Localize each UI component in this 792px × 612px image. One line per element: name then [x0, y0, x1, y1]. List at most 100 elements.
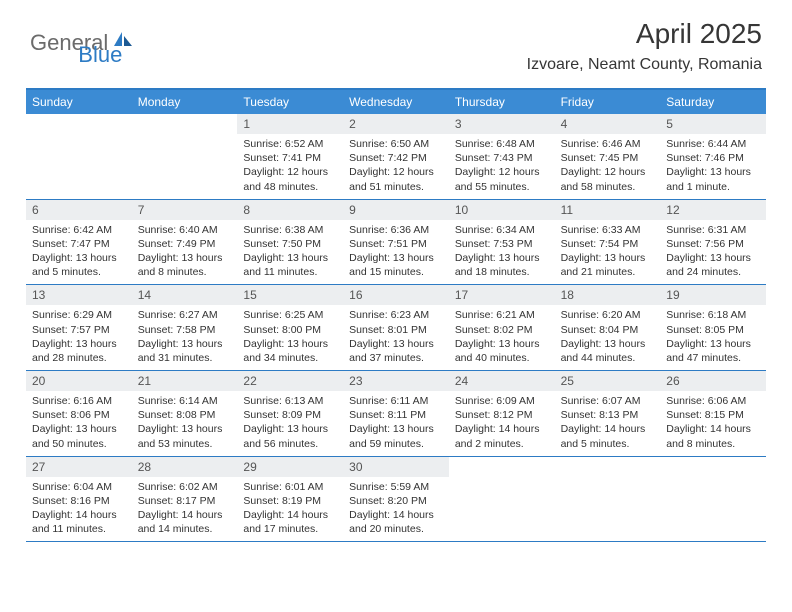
daylight-text: Daylight: 13 hours and 5 minutes.: [32, 251, 126, 279]
sunset-text: Sunset: 8:09 PM: [243, 408, 337, 422]
sunrise-text: Sunrise: 6:29 AM: [32, 308, 126, 322]
cell-body: Sunrise: 6:44 AMSunset: 7:46 PMDaylight:…: [660, 134, 766, 199]
sunrise-text: Sunrise: 6:20 AM: [561, 308, 655, 322]
cell-body: Sunrise: 6:02 AMSunset: 8:17 PMDaylight:…: [132, 477, 238, 542]
daylight-text: Daylight: 13 hours and 8 minutes.: [138, 251, 232, 279]
day-header-row: Sunday Monday Tuesday Wednesday Thursday…: [26, 90, 766, 114]
calendar-cell: 14Sunrise: 6:27 AMSunset: 7:58 PMDayligh…: [132, 285, 238, 370]
sunrise-text: Sunrise: 6:07 AM: [561, 394, 655, 408]
daylight-text: Daylight: 14 hours and 11 minutes.: [32, 508, 126, 536]
calendar-cell: 8Sunrise: 6:38 AMSunset: 7:50 PMDaylight…: [237, 200, 343, 285]
cell-body: Sunrise: 6:33 AMSunset: 7:54 PMDaylight:…: [555, 220, 661, 285]
daylight-text: Daylight: 13 hours and 50 minutes.: [32, 422, 126, 450]
cell-day-number: 28: [132, 457, 238, 477]
sunrise-text: Sunrise: 6:21 AM: [455, 308, 549, 322]
cell-day-number: 1: [237, 114, 343, 134]
cell-day-number: 13: [26, 285, 132, 305]
calendar-cell: 9Sunrise: 6:36 AMSunset: 7:51 PMDaylight…: [343, 200, 449, 285]
sunset-text: Sunset: 8:06 PM: [32, 408, 126, 422]
cell-day-number: 17: [449, 285, 555, 305]
cell-day-number: 30: [343, 457, 449, 477]
calendar-week: 27Sunrise: 6:04 AMSunset: 8:16 PMDayligh…: [26, 457, 766, 543]
sunset-text: Sunset: 8:05 PM: [666, 323, 760, 337]
daylight-text: Daylight: 14 hours and 20 minutes.: [349, 508, 443, 536]
sunset-text: Sunset: 8:12 PM: [455, 408, 549, 422]
daylight-text: Daylight: 13 hours and 28 minutes.: [32, 337, 126, 365]
daylight-text: Daylight: 12 hours and 58 minutes.: [561, 165, 655, 193]
cell-body: Sunrise: 6:18 AMSunset: 8:05 PMDaylight:…: [660, 305, 766, 370]
cell-body: Sunrise: 6:11 AMSunset: 8:11 PMDaylight:…: [343, 391, 449, 456]
sunrise-text: Sunrise: 6:02 AM: [138, 480, 232, 494]
cell-body: Sunrise: 6:50 AMSunset: 7:42 PMDaylight:…: [343, 134, 449, 199]
cell-body: Sunrise: 6:52 AMSunset: 7:41 PMDaylight:…: [237, 134, 343, 199]
sunrise-text: Sunrise: 6:40 AM: [138, 223, 232, 237]
cell-day-number: 24: [449, 371, 555, 391]
calendar-cell: 5Sunrise: 6:44 AMSunset: 7:46 PMDaylight…: [660, 114, 766, 199]
cell-body: Sunrise: 6:07 AMSunset: 8:13 PMDaylight:…: [555, 391, 661, 456]
daylight-text: Daylight: 14 hours and 8 minutes.: [666, 422, 760, 450]
calendar-cell: 1Sunrise: 6:52 AMSunset: 7:41 PMDaylight…: [237, 114, 343, 199]
calendar-cell: 20Sunrise: 6:16 AMSunset: 8:06 PMDayligh…: [26, 371, 132, 456]
sunrise-text: Sunrise: 6:11 AM: [349, 394, 443, 408]
cell-day-number: 22: [237, 371, 343, 391]
calendar-cell: 7Sunrise: 6:40 AMSunset: 7:49 PMDaylight…: [132, 200, 238, 285]
calendar-cell: 6Sunrise: 6:42 AMSunset: 7:47 PMDaylight…: [26, 200, 132, 285]
daylight-text: Daylight: 14 hours and 2 minutes.: [455, 422, 549, 450]
calendar-cell: [449, 457, 555, 542]
cell-body: Sunrise: 6:27 AMSunset: 7:58 PMDaylight:…: [132, 305, 238, 370]
cell-day-number: [660, 457, 766, 463]
sunrise-text: Sunrise: 5:59 AM: [349, 480, 443, 494]
daylight-text: Daylight: 14 hours and 14 minutes.: [138, 508, 232, 536]
cell-body: Sunrise: 6:13 AMSunset: 8:09 PMDaylight:…: [237, 391, 343, 456]
sunset-text: Sunset: 8:00 PM: [243, 323, 337, 337]
daylight-text: Daylight: 12 hours and 55 minutes.: [455, 165, 549, 193]
sunrise-text: Sunrise: 6:52 AM: [243, 137, 337, 151]
sunrise-text: Sunrise: 6:36 AM: [349, 223, 443, 237]
sunset-text: Sunset: 7:45 PM: [561, 151, 655, 165]
calendar-cell: 18Sunrise: 6:20 AMSunset: 8:04 PMDayligh…: [555, 285, 661, 370]
calendar-cell: [26, 114, 132, 199]
day-header-fri: Friday: [555, 90, 661, 114]
calendar-cell: 16Sunrise: 6:23 AMSunset: 8:01 PMDayligh…: [343, 285, 449, 370]
sunrise-text: Sunrise: 6:04 AM: [32, 480, 126, 494]
cell-body: Sunrise: 6:20 AMSunset: 8:04 PMDaylight:…: [555, 305, 661, 370]
cell-day-number: 2: [343, 114, 449, 134]
sunset-text: Sunset: 8:16 PM: [32, 494, 126, 508]
title-block: April 2025 Izvoare, Neamt County, Romani…: [527, 18, 762, 74]
sunrise-text: Sunrise: 6:25 AM: [243, 308, 337, 322]
location-label: Izvoare, Neamt County, Romania: [527, 56, 762, 74]
calendar-cell: 10Sunrise: 6:34 AMSunset: 7:53 PMDayligh…: [449, 200, 555, 285]
sunset-text: Sunset: 7:57 PM: [32, 323, 126, 337]
daylight-text: Daylight: 13 hours and 18 minutes.: [455, 251, 549, 279]
calendar-cell: 4Sunrise: 6:46 AMSunset: 7:45 PMDaylight…: [555, 114, 661, 199]
daylight-text: Daylight: 13 hours and 56 minutes.: [243, 422, 337, 450]
sunset-text: Sunset: 7:51 PM: [349, 237, 443, 251]
cell-body: Sunrise: 6:29 AMSunset: 7:57 PMDaylight:…: [26, 305, 132, 370]
calendar-cell: 11Sunrise: 6:33 AMSunset: 7:54 PMDayligh…: [555, 200, 661, 285]
cell-body: Sunrise: 6:23 AMSunset: 8:01 PMDaylight:…: [343, 305, 449, 370]
cell-day-number: 4: [555, 114, 661, 134]
cell-day-number: 11: [555, 200, 661, 220]
cell-day-number: 6: [26, 200, 132, 220]
calendar-cell: 22Sunrise: 6:13 AMSunset: 8:09 PMDayligh…: [237, 371, 343, 456]
daylight-text: Daylight: 13 hours and 24 minutes.: [666, 251, 760, 279]
calendar-cell: 19Sunrise: 6:18 AMSunset: 8:05 PMDayligh…: [660, 285, 766, 370]
sunset-text: Sunset: 7:50 PM: [243, 237, 337, 251]
day-header-sat: Saturday: [660, 90, 766, 114]
day-header-tue: Tuesday: [237, 90, 343, 114]
daylight-text: Daylight: 12 hours and 51 minutes.: [349, 165, 443, 193]
calendar-cell: [555, 457, 661, 542]
daylight-text: Daylight: 13 hours and 34 minutes.: [243, 337, 337, 365]
cell-day-number: [26, 114, 132, 120]
daylight-text: Daylight: 13 hours and 31 minutes.: [138, 337, 232, 365]
sunset-text: Sunset: 7:54 PM: [561, 237, 655, 251]
sunset-text: Sunset: 7:41 PM: [243, 151, 337, 165]
sunrise-text: Sunrise: 6:38 AM: [243, 223, 337, 237]
sunrise-text: Sunrise: 6:31 AM: [666, 223, 760, 237]
daylight-text: Daylight: 13 hours and 11 minutes.: [243, 251, 337, 279]
cell-day-number: 29: [237, 457, 343, 477]
cell-day-number: 26: [660, 371, 766, 391]
calendar-cell: 29Sunrise: 6:01 AMSunset: 8:19 PMDayligh…: [237, 457, 343, 542]
cell-body: Sunrise: 6:38 AMSunset: 7:50 PMDaylight:…: [237, 220, 343, 285]
calendar-cell: 25Sunrise: 6:07 AMSunset: 8:13 PMDayligh…: [555, 371, 661, 456]
